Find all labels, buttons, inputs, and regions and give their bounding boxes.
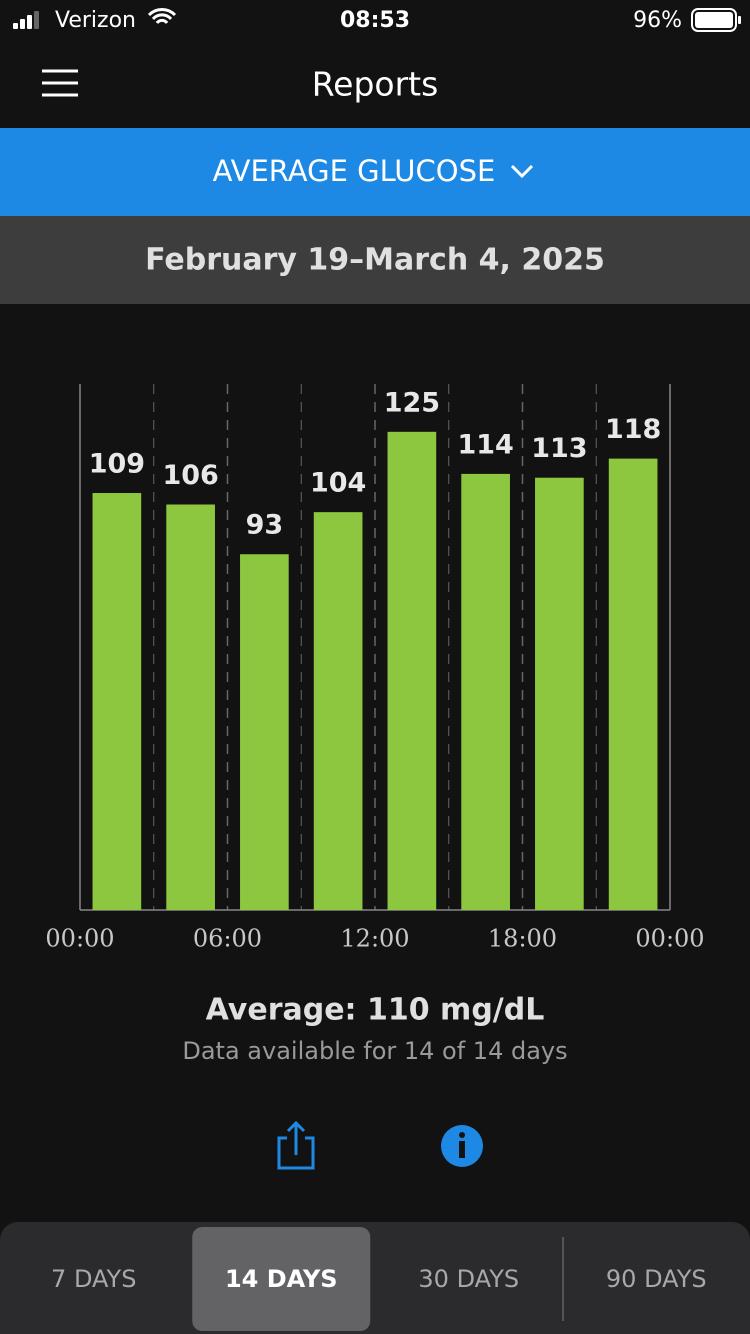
report-selector-label: AVERAGE GLUCOSE [213,154,496,188]
info-button[interactable] [441,1125,483,1167]
report-selector[interactable]: AVERAGE GLUCOSE [0,128,750,216]
tab[interactable]: 7 DAYS [51,1265,136,1293]
value-label: 114 [457,429,513,460]
bar [608,458,658,910]
x-tick-label: 12:00 [340,925,409,953]
bar [461,473,510,910]
chart: 00:00 06:00 12:00 18:00 00:00 109 106 93 104 125 1… [45,384,705,953]
average: Average: 110 mg/dL [206,993,545,1028]
x-tick-label: 00:00 [635,925,704,953]
tab[interactable]: 14 DAYS [225,1265,338,1293]
tab[interactable]: 30 DAYS [418,1265,519,1293]
clock: 08:53 [340,8,410,33]
x-tick-label: 06:00 [193,925,262,953]
value-label: 109 [89,449,145,480]
bar [166,504,215,910]
tabs: 7 DAYS 14 DAYS 30 DAYS 90 DAYS [51,1227,707,1331]
battery-label: 96% [633,8,682,33]
date-range: February 19–March 4, 2025 [145,243,605,278]
bar [387,431,437,910]
bar [92,493,142,910]
x-tick-label: 18:00 [488,925,557,953]
bar [240,554,289,910]
bar [535,477,584,910]
value-label: 113 [531,433,587,464]
share-button[interactable] [277,1120,315,1170]
carrier: Verizon [55,8,136,33]
value-label: 106 [162,460,218,491]
value-label: 125 [384,387,440,418]
tab[interactable]: 90 DAYS [606,1265,707,1293]
wifi-icon [147,8,177,25]
value-label: 118 [605,414,661,445]
value-label: 93 [246,510,284,541]
availability: Data available for 14 of 14 days [182,1037,567,1065]
tab-selected-bg [192,1227,371,1331]
battery-icon [691,8,741,32]
signal-icon [13,11,39,29]
value-label: 104 [310,468,366,499]
page-title: Reports [312,65,439,104]
bar [313,512,363,910]
menu-button[interactable] [42,69,78,97]
x-tick-label: 00:00 [45,925,114,953]
date-band [0,216,750,304]
